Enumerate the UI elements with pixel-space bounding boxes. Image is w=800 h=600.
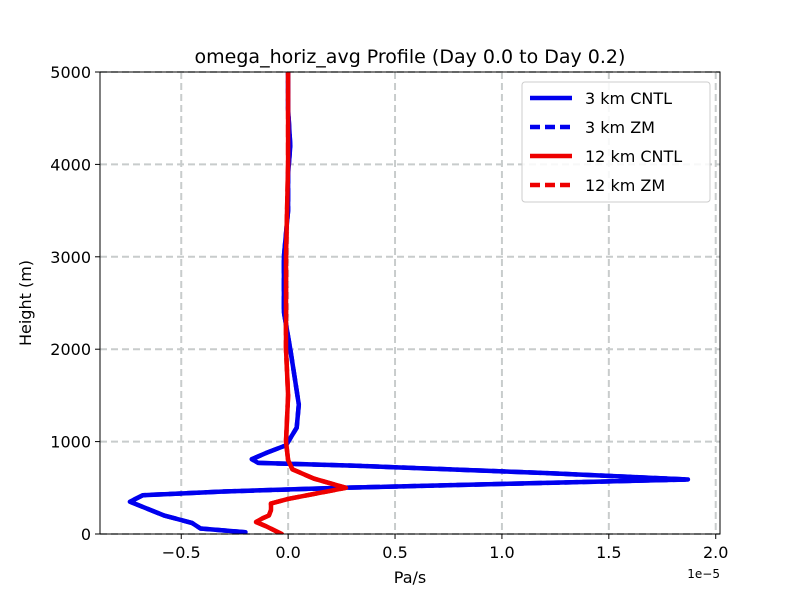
x-tick-label: 1.5	[596, 543, 621, 562]
axis-ticks: −0.5 0.0 0.5 1.0 1.5 2.0 0 1000 2000 3000 4000 5000	[50, 63, 728, 562]
legend-label: 12 km ZM	[585, 176, 665, 195]
legend-label: 3 km CNTL	[585, 89, 672, 108]
y-axis-label: Height (m)	[16, 260, 35, 346]
x-tick-label: 0.0	[275, 543, 300, 562]
y-tick-label: 3000	[50, 248, 91, 267]
y-tick-label: 1000	[50, 433, 91, 452]
x-axis-label: Pa/s	[394, 568, 426, 587]
x-tick-label: 2.0	[703, 543, 728, 562]
y-tick-label: 2000	[50, 340, 91, 359]
series-layer	[127, 72, 691, 534]
x-axis-offset-label: 1e−5	[687, 567, 720, 581]
legend: 3 km CNTL 3 km ZM 12 km CNTL 12 km ZM	[521, 81, 711, 203]
x-tick-label: 1.0	[489, 543, 514, 562]
legend-label: 3 km ZM	[585, 118, 655, 137]
chart-title: omega_horiz_avg Profile (Day 0.0 to Day …	[195, 46, 626, 68]
plot-area-frame	[99, 71, 721, 535]
x-tick-label: −0.5	[162, 543, 201, 562]
series-line-12-km-cntl	[253, 72, 349, 534]
legend-label: 12 km CNTL	[585, 147, 682, 166]
x-tick-label: 0.5	[382, 543, 407, 562]
y-tick-label: 0	[81, 525, 91, 544]
legend-box	[521, 81, 711, 203]
y-tick-label: 4000	[50, 155, 91, 174]
y-tick-label: 5000	[50, 63, 91, 82]
